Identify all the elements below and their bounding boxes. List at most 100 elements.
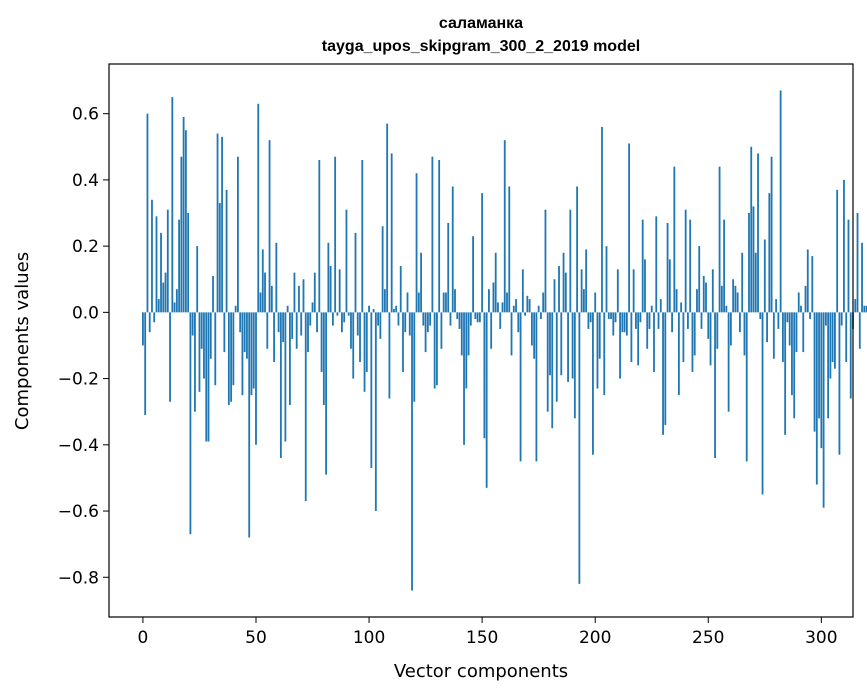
bar <box>863 305 866 313</box>
bar <box>607 312 610 319</box>
bar <box>508 186 511 313</box>
bar <box>318 160 321 313</box>
bar <box>467 312 470 356</box>
bar <box>483 312 486 439</box>
bar <box>460 312 463 356</box>
bar <box>659 299 662 313</box>
chart-title: саламанка <box>439 15 523 32</box>
bar <box>232 312 235 386</box>
bar <box>621 312 624 333</box>
bar <box>510 312 513 356</box>
bar <box>255 312 257 445</box>
bar <box>379 312 382 339</box>
bar <box>720 285 723 313</box>
bar <box>594 292 597 313</box>
bar <box>476 312 479 323</box>
bar <box>445 292 447 313</box>
bar <box>644 259 646 313</box>
bar <box>549 312 551 376</box>
bar <box>515 299 517 313</box>
bar <box>388 312 391 399</box>
bar <box>725 305 728 313</box>
bar <box>155 216 158 313</box>
bar <box>836 189 839 313</box>
bar <box>207 312 210 442</box>
bar <box>684 209 687 313</box>
x-tick-label: 100 <box>353 628 385 648</box>
bar <box>160 232 162 313</box>
bar <box>492 282 495 313</box>
bar <box>664 312 667 425</box>
bar <box>422 312 425 326</box>
bar <box>336 312 339 316</box>
bar <box>426 312 429 333</box>
bar <box>180 156 183 313</box>
bar <box>637 312 640 366</box>
bar <box>293 272 296 313</box>
bar <box>653 312 655 372</box>
bar <box>474 312 477 319</box>
bar <box>438 160 441 313</box>
bar <box>408 312 411 336</box>
bar <box>800 305 802 313</box>
y-tick-label: 0.0 <box>72 303 99 323</box>
bar <box>345 209 348 313</box>
x-axis: 0 50 100 150 200 250 300 <box>138 617 838 648</box>
bar <box>718 166 721 313</box>
bar <box>230 312 233 402</box>
bar <box>558 265 560 313</box>
bar <box>707 312 710 339</box>
bar <box>354 232 357 313</box>
bar <box>734 285 737 313</box>
bar <box>146 113 149 313</box>
bar <box>327 242 330 313</box>
bar <box>291 312 294 339</box>
bar <box>503 140 506 313</box>
bar <box>164 272 167 313</box>
bar <box>824 312 827 326</box>
bar <box>847 219 850 313</box>
bar <box>788 312 791 346</box>
bar <box>329 265 332 313</box>
bar <box>564 272 567 313</box>
bar <box>365 312 368 372</box>
bar <box>250 312 253 396</box>
bar <box>289 312 291 406</box>
bar <box>268 140 271 313</box>
bar <box>420 252 422 313</box>
bar <box>372 309 375 313</box>
bar <box>302 279 305 313</box>
bar <box>797 292 800 313</box>
bar <box>533 312 536 359</box>
bar <box>166 209 169 313</box>
x-tick-label: 150 <box>466 628 498 648</box>
bar <box>793 312 796 419</box>
bar <box>849 312 852 399</box>
bar <box>517 312 520 333</box>
chart-subtitle: tayga_upos_skipgram_300_2_2019 model <box>322 38 640 55</box>
bar <box>331 312 334 326</box>
bar <box>191 312 194 336</box>
bar <box>383 289 386 313</box>
bar <box>359 312 361 363</box>
bar <box>488 289 490 313</box>
bar <box>580 269 583 313</box>
bar <box>739 312 741 333</box>
bar <box>843 179 845 313</box>
y-axis: −0.8 −0.6 −0.4 −0.2 0.0 0.2 0.4 0.6 <box>58 105 109 588</box>
bar <box>838 312 841 455</box>
bar <box>610 312 612 319</box>
bar <box>589 312 592 323</box>
bar <box>729 312 732 346</box>
bar <box>820 312 823 449</box>
bar <box>463 312 465 445</box>
bar <box>499 312 502 329</box>
bar <box>648 312 651 329</box>
bar <box>298 285 300 313</box>
bar <box>187 213 190 313</box>
bar <box>732 279 735 313</box>
bar <box>757 153 759 313</box>
bar <box>528 299 531 313</box>
bar <box>325 312 327 475</box>
